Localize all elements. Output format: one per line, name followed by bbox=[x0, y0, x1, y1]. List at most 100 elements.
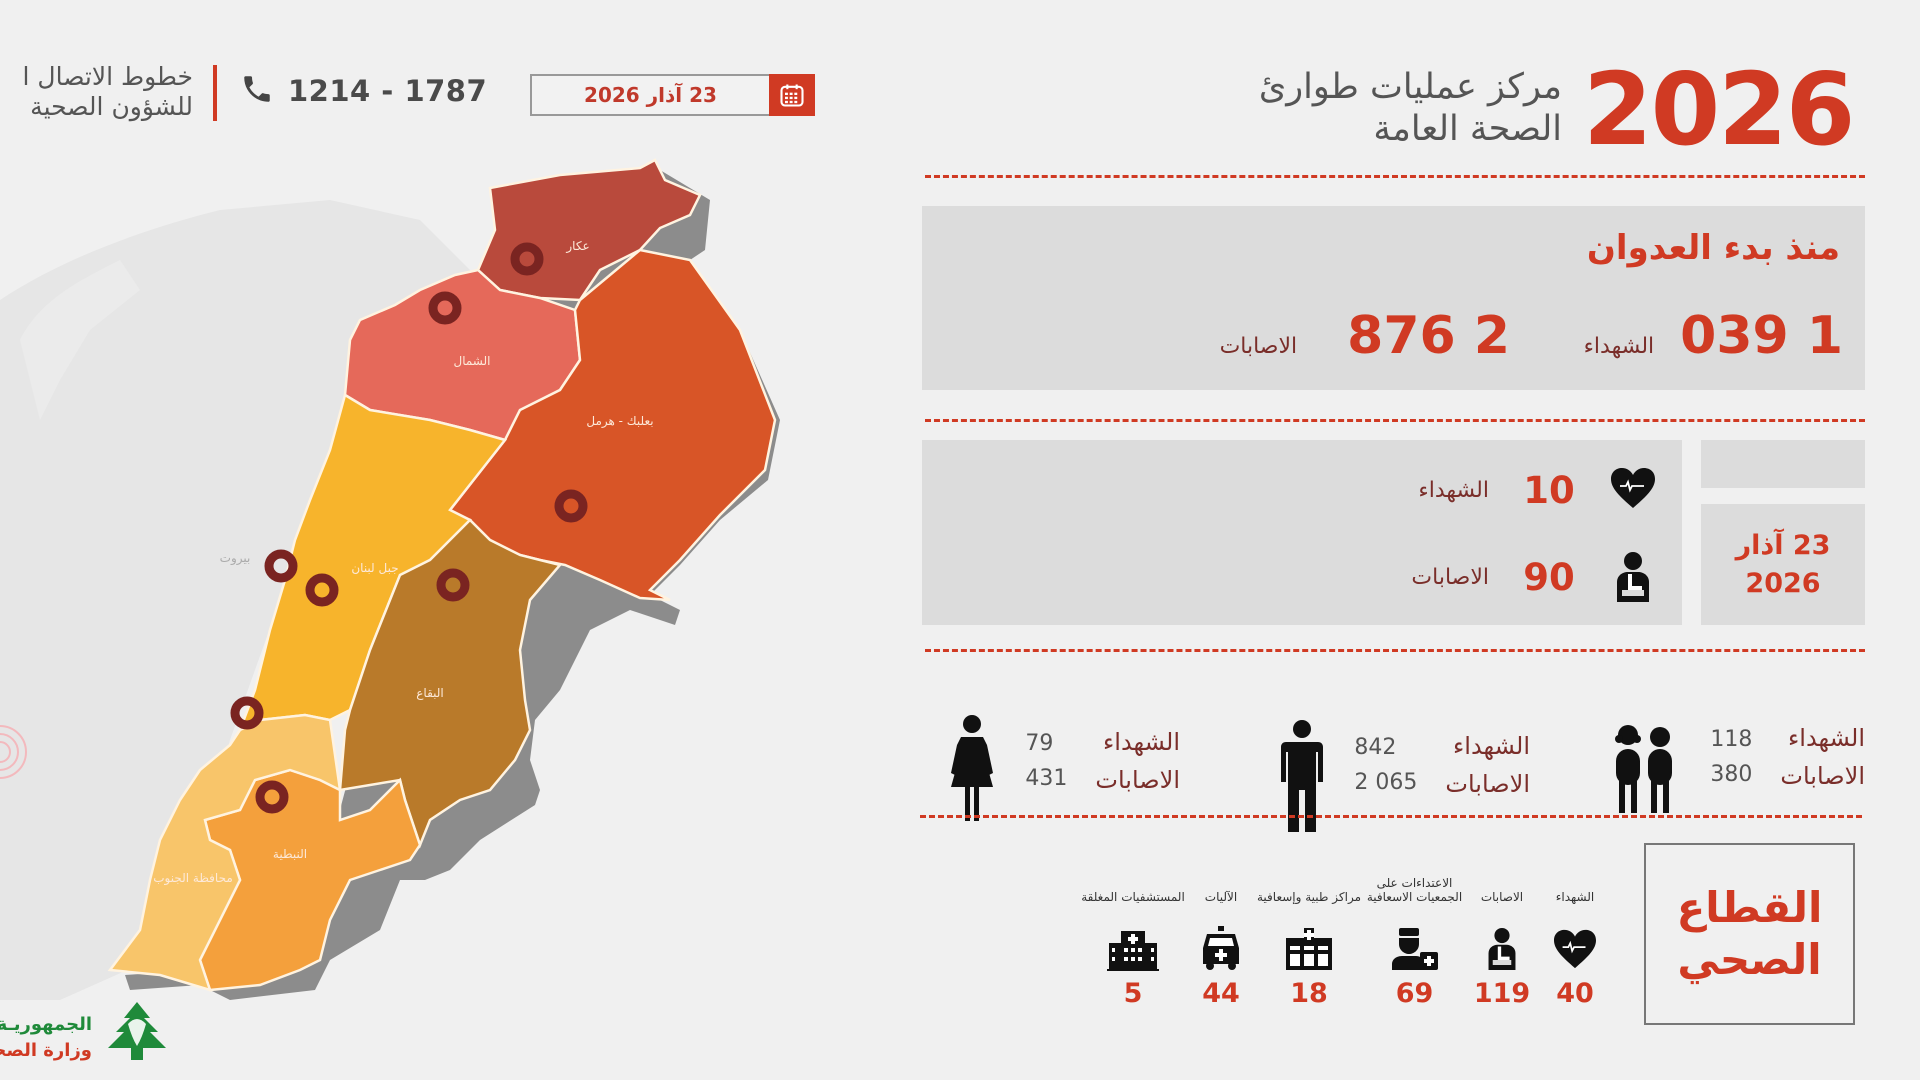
divider-1 bbox=[925, 175, 1865, 178]
contact-lines-label: خطوط الاتصال ا للشؤون الصحية bbox=[23, 62, 193, 122]
label-north: الشمال bbox=[453, 354, 490, 368]
man-icon bbox=[1278, 720, 1326, 839]
daily-date-panel: 23 آذار 2026 bbox=[1701, 504, 1865, 625]
region-bekaa bbox=[338, 518, 563, 849]
sector-martyrs: الشهداء 40 bbox=[1520, 868, 1630, 1009]
total-injuries-label: الاصابات bbox=[1219, 334, 1298, 359]
label-beirut: بيروت bbox=[220, 551, 251, 566]
hospital-icon bbox=[1105, 926, 1161, 972]
sector-injuries: الاصابات 119 bbox=[1447, 868, 1557, 1009]
sector-vehicles: الآليات 44 bbox=[1166, 868, 1276, 1009]
daily-martyrs-label: الشهداء bbox=[1418, 477, 1489, 503]
sector-hospitals-label: المستشفيات المغلقة bbox=[1081, 890, 1185, 904]
children-icon bbox=[1610, 725, 1682, 819]
label-nabatieh: النبطية bbox=[273, 847, 307, 861]
label-south: محافظة الجنوب bbox=[153, 871, 233, 886]
total-martyrs-label: الشهداء bbox=[1583, 334, 1655, 359]
sector-hospitals-value: 5 bbox=[1123, 978, 1143, 1009]
men-injuries-value: 2 065 bbox=[1354, 769, 1418, 795]
sector-injuries-value: 119 bbox=[1473, 978, 1531, 1009]
sector-injuries-label: الاصابات bbox=[1480, 890, 1524, 904]
women-injuries-value: 431 bbox=[1025, 766, 1068, 791]
total-martyrs: 1 039 الشهداء bbox=[1584, 306, 1843, 366]
sector-title-line1: القطاع bbox=[1676, 883, 1823, 932]
ministry-logo-text: الجمهوريـة وزارة الصحة bbox=[0, 1012, 92, 1064]
women-injuries-label: الاصابات bbox=[1095, 766, 1180, 794]
health-sector-title: القطاع الصحي bbox=[1644, 843, 1855, 1025]
phone-icon bbox=[240, 72, 274, 110]
year-title: 2026 bbox=[1583, 51, 1855, 168]
children-martyrs-label: الشهداء bbox=[1787, 724, 1865, 752]
strike-markers bbox=[230, 242, 588, 814]
title-line2: الصحة العامة bbox=[1373, 109, 1562, 149]
heart-pulse-icon bbox=[1552, 926, 1598, 972]
divider-4 bbox=[920, 815, 1862, 818]
sector-centers-value: 18 bbox=[1290, 978, 1328, 1009]
total-martyrs-value: 1 039 bbox=[1680, 306, 1843, 366]
daily-panel: 10 الشهداء 90 الاصابات bbox=[922, 440, 1682, 625]
divider-2 bbox=[925, 419, 1865, 422]
logo-line2: وزارة الصحة bbox=[0, 1040, 92, 1061]
demographic-children: الشهداء الاصابات 118 380 bbox=[1610, 695, 1865, 819]
medical-center-icon bbox=[1284, 926, 1334, 972]
sector-centers-label: مراكز طبية وإسعافية bbox=[1257, 890, 1361, 904]
daily-side-header bbox=[1701, 440, 1865, 488]
cedar-logo-icon bbox=[102, 1000, 172, 1066]
since-start-panel: منذ بدء العدوان 1 039 الشهداء 2 876 الاص… bbox=[922, 206, 1865, 390]
sector-paramedic-attacks: الاعتداءات على الجمعيات الاسعافية 69 bbox=[1357, 868, 1472, 1009]
ripple-marker bbox=[0, 725, 27, 779]
heart-pulse-icon bbox=[1609, 466, 1657, 514]
header-divider bbox=[213, 65, 217, 121]
phone-hotline[interactable]: 1214 - 1787 bbox=[240, 72, 487, 110]
label-mount-lebanon: جبل لبنان bbox=[351, 561, 398, 575]
women-martyrs-label: الشهداء bbox=[1102, 728, 1180, 756]
sector-title-line2: الصحي bbox=[1677, 935, 1822, 984]
region-south bbox=[107, 713, 342, 992]
title-line1: مركز عمليات طوارئ bbox=[1258, 67, 1562, 107]
sector-medical-centers: مراكز طبية وإسعافية 18 bbox=[1254, 868, 1364, 1009]
date-picker[interactable]: 23 آذار 2026 bbox=[530, 74, 815, 116]
men-injuries-label: الاصابات bbox=[1445, 769, 1530, 798]
daily-injuries: 90 الاصابات bbox=[1411, 550, 1657, 604]
contact-line2: للشؤون الصحية bbox=[30, 92, 193, 121]
demographic-men: الشهداء الاصابات 842 2 065 bbox=[1278, 690, 1530, 839]
sector-paramedic-label: الاعتداءات على الجمعيات الاسعافية bbox=[1366, 876, 1463, 904]
divider-3 bbox=[925, 649, 1865, 652]
men-martyrs-value: 842 bbox=[1354, 734, 1397, 760]
ambulance-icon bbox=[1201, 926, 1241, 972]
daily-martyrs: 10 الشهداء bbox=[1418, 466, 1657, 514]
label-bekaa: البقاع bbox=[416, 686, 444, 700]
lebanon-map: عكار الشمال بعلبك - هرمل جبل لبنان البقا… bbox=[0, 130, 900, 1080]
children-injuries-label: الاصابات bbox=[1780, 762, 1865, 790]
sector-paramedic-value: 69 bbox=[1395, 978, 1434, 1009]
daily-date-line2: 2026 bbox=[1745, 567, 1821, 599]
page-title: مركز عمليات طوارئ الصحة العامة bbox=[1259, 66, 1562, 150]
calendar-icon[interactable] bbox=[769, 74, 815, 116]
daily-martyrs-value: 10 bbox=[1523, 468, 1575, 512]
sector-vehicles-value: 44 bbox=[1202, 978, 1240, 1009]
daily-date-line1: 23 آذار bbox=[1735, 529, 1831, 561]
sector-martyrs-value: 40 bbox=[1556, 978, 1594, 1009]
label-akkar: عكار bbox=[565, 239, 589, 254]
paramedic-icon bbox=[1390, 926, 1440, 972]
contact-line1: خطوط الاتصال ا bbox=[22, 62, 193, 91]
woman-icon bbox=[947, 715, 997, 827]
total-injuries: 2 876 الاصابات bbox=[1220, 306, 1510, 366]
since-start-heading: منذ بدء العدوان bbox=[1586, 228, 1840, 268]
children-martyrs-value: 118 bbox=[1710, 727, 1753, 752]
injured-person-icon bbox=[1609, 550, 1657, 604]
label-baalbek: بعلبك - هرمل bbox=[586, 414, 653, 429]
demographic-women: الشهداء الاصابات 79 431 bbox=[947, 695, 1180, 827]
sector-vehicles-label: الآليات bbox=[1204, 890, 1238, 904]
women-martyrs-value: 79 bbox=[1025, 731, 1054, 756]
total-injuries-value: 2 876 bbox=[1347, 306, 1510, 366]
children-injuries-value: 380 bbox=[1710, 762, 1753, 787]
region-baalbek-hermel bbox=[448, 248, 777, 602]
injured-person-icon bbox=[1486, 926, 1518, 972]
logo-line1: الجمهوريـة bbox=[0, 1014, 92, 1035]
phone-numbers: 1214 - 1787 bbox=[288, 74, 488, 108]
date-value: 23 آذار 2026 bbox=[584, 83, 717, 107]
daily-injuries-value: 90 bbox=[1523, 555, 1575, 599]
sector-closed-hospitals: المستشفيات المغلقة 5 bbox=[1078, 868, 1188, 1009]
sector-martyrs-label: الشهداء bbox=[1555, 890, 1595, 904]
